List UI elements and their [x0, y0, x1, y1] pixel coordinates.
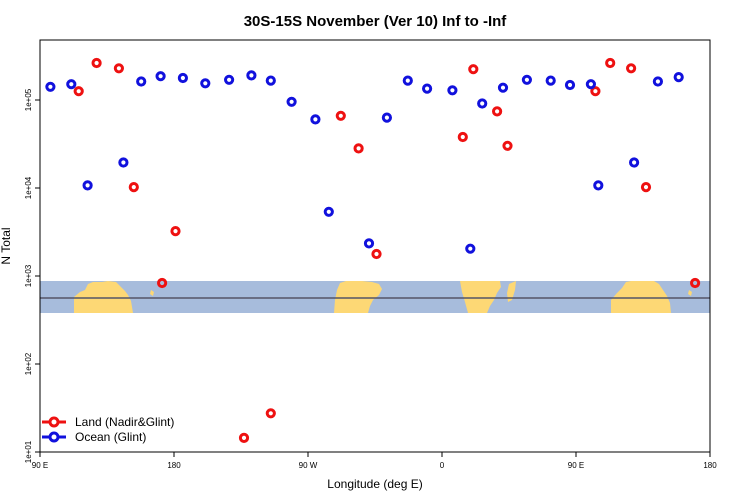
map-land-australia-repeat — [611, 281, 671, 313]
map-land-south-america — [334, 281, 382, 313]
legend-land-label: Land (Nadir&Glint) — [75, 415, 174, 429]
ocean-point — [629, 157, 640, 168]
x-tick-label: 90 E — [568, 461, 584, 470]
ocean-point — [177, 72, 188, 84]
ocean-point — [652, 76, 664, 87]
land-point — [640, 182, 652, 193]
ocean-point — [381, 112, 392, 123]
map-land-new-caledonia — [150, 290, 154, 296]
x-tick-label: 0 — [440, 461, 445, 470]
x-axis-ticks: 90 E 180 90 W 0 90 E 180 — [32, 452, 717, 470]
ocean-point — [224, 74, 235, 85]
y-tick-label: 1e+03 — [24, 264, 33, 287]
map-land-africa — [460, 281, 501, 313]
land-point — [113, 63, 125, 74]
ocean-point — [673, 72, 684, 83]
ocean-point — [155, 71, 166, 82]
ocean-point — [45, 81, 56, 92]
land-point — [457, 131, 468, 143]
land-point — [238, 432, 250, 443]
land-point — [91, 57, 102, 69]
land-point — [502, 140, 513, 151]
ocean-point — [246, 70, 257, 81]
land-point — [626, 63, 637, 74]
chart-title: 30S-15S November (Ver 10) Inf to -Inf — [244, 13, 508, 30]
land-point — [265, 408, 276, 419]
legend-ocean-marker — [48, 431, 60, 443]
x-tick-label: 90 E — [32, 461, 48, 470]
y-axis-label: N Total — [0, 227, 13, 264]
land-point — [170, 226, 181, 237]
ocean-point — [521, 74, 533, 85]
land-point — [468, 64, 479, 75]
y-tick-label: 1e+04 — [24, 176, 33, 199]
map-land-australia — [74, 281, 133, 313]
ocean-point — [200, 78, 211, 89]
map-land-madagascar — [507, 281, 516, 302]
y-tick-label: 1e+02 — [24, 352, 33, 375]
ocean-point — [118, 157, 129, 168]
x-axis-label: Longitude (deg E) — [327, 477, 422, 491]
y-tick-label: 1e+01 — [24, 440, 33, 463]
x-tick-label: 180 — [703, 461, 717, 470]
land-point — [157, 277, 168, 289]
land-point — [353, 143, 364, 154]
legend-land-marker — [48, 416, 60, 428]
ocean-point — [465, 243, 476, 254]
land-point — [590, 86, 601, 97]
map-land-new-caledonia-repeat — [688, 290, 692, 296]
ocean-point — [66, 79, 77, 90]
ocean-point — [593, 180, 604, 191]
ocean-point — [545, 75, 556, 86]
x-tick-label: 180 — [167, 461, 181, 470]
land-point — [128, 182, 139, 193]
x-tick-label: 90 W — [299, 461, 318, 470]
ocean-point — [564, 79, 576, 91]
ocean-series — [45, 70, 684, 254]
ocean-point — [422, 83, 433, 94]
ocean-point — [363, 238, 375, 249]
ocean-point — [447, 85, 458, 96]
land-point — [605, 57, 616, 69]
ocean-point — [323, 206, 334, 217]
legend-ocean-label: Ocean (Glint) — [75, 430, 146, 444]
ocean-point — [310, 114, 321, 125]
land-point — [492, 106, 503, 117]
ocean-point — [286, 96, 297, 107]
map-band — [40, 281, 710, 313]
plot-frame — [39, 39, 711, 453]
ocean-point — [585, 79, 597, 90]
y-axis-ticks: 1e+01 1e+02 1e+03 1e+04 1e+05 — [24, 88, 40, 463]
ocean-point — [82, 180, 93, 191]
ocean-point — [402, 75, 413, 86]
ocean-point — [136, 76, 147, 87]
land-point — [335, 110, 346, 121]
land-point — [73, 86, 84, 97]
ocean-point — [265, 75, 276, 86]
land-series — [73, 57, 701, 443]
land-point — [690, 277, 701, 289]
ocean-point — [477, 98, 488, 109]
y-tick-label: 1e+05 — [24, 88, 33, 111]
land-point — [371, 248, 382, 260]
ocean-point — [497, 82, 509, 93]
legend: Land (Nadir&Glint) Ocean (Glint) — [42, 415, 174, 444]
